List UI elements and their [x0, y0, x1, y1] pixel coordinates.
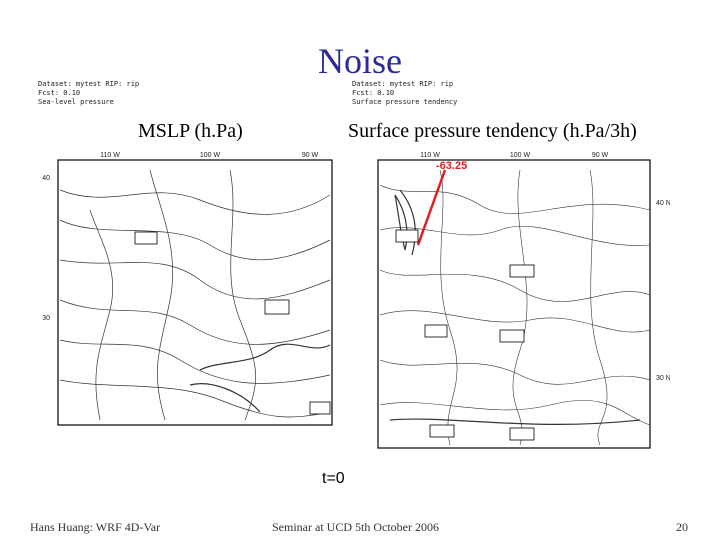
map-header: Dataset: mytest RIP: rip Fcst: 0.10 Sea-…: [38, 80, 139, 107]
station-boxes: [134, 231, 331, 415]
header-line: Surface pressure tendency: [352, 98, 458, 106]
map-axis-label: 30: [42, 315, 50, 322]
contours: [59, 169, 331, 421]
header-line: Sea-level pressure: [38, 98, 114, 106]
footer-page: 20: [676, 520, 688, 534]
annotation-arrow: [416, 169, 447, 246]
map-axis-label: 110 W: [420, 152, 440, 159]
map-axis-label: 30 N: [656, 375, 670, 382]
header-line: Dataset: mytest RIP: rip: [352, 80, 454, 88]
tendency-map: 110 W 100 W 90 W 40 N 30 N: [377, 152, 670, 449]
footer-event: Seminar at UCD 5th October 2006: [272, 520, 439, 534]
map-axis-label: 40: [42, 175, 50, 182]
header-line: Fcst: 0.10: [352, 89, 395, 97]
map-axis-label: 90 W: [592, 152, 609, 159]
map-axis-label: 110 W: [100, 152, 120, 159]
map-frame: [57, 159, 333, 426]
footer-author: Hans Huang: WRF 4D-Var: [30, 520, 161, 534]
right-label: Surface pressure tendency (h.Pa/3h): [348, 120, 637, 142]
header-line: Fcst: 0.10: [38, 89, 81, 97]
map-frame: [377, 159, 651, 449]
map-axis-label: 100 W: [510, 152, 531, 159]
map-axis-label: 90 W: [302, 152, 319, 159]
annotation: -63.25: [436, 160, 468, 172]
left-label: MSLP (h.Pa): [138, 120, 243, 142]
map-header: Dataset: mytest RIP: rip Fcst: 0.10 Surf…: [352, 80, 457, 107]
mslp-map: 110 W 100 W 90 W 40 30: [42, 152, 333, 426]
contours: [379, 169, 651, 446]
header-line: Dataset: mytest RIP: rip: [38, 80, 140, 88]
station-boxes: [395, 229, 535, 441]
slide-title: Noise: [318, 41, 402, 81]
time-label: t=0: [322, 470, 345, 487]
map-axis-label: 100 W: [200, 152, 221, 159]
map-axis-label: 40 N: [656, 200, 670, 207]
